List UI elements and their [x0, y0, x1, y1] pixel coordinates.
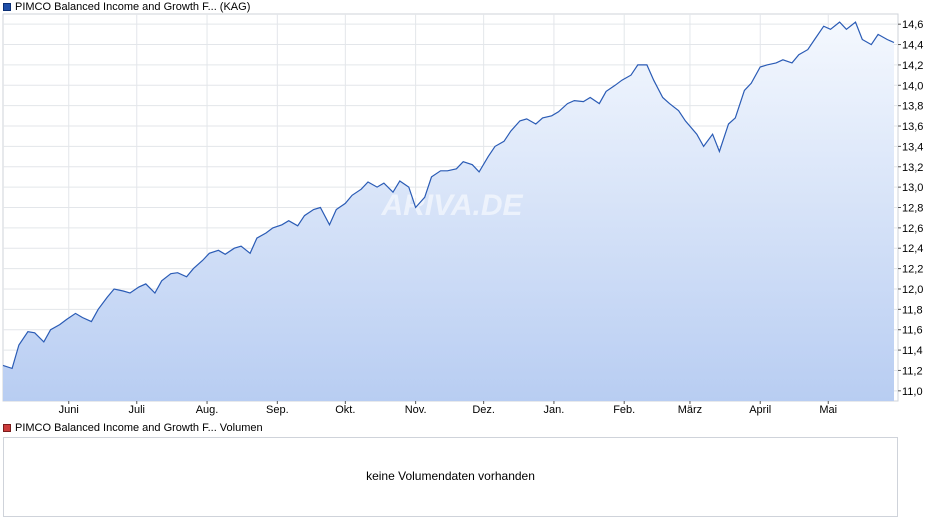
x-axis: Juni Juli Aug. Sep. Okt. Nov. Dez. Jan. Feb. März…: [59, 401, 837, 416]
y-tick-label: 11,2: [902, 365, 923, 377]
x-tick-label: Juni: [59, 404, 79, 416]
y-tick-label: 14,6: [902, 19, 923, 31]
y-tick-label: 14,2: [902, 60, 923, 72]
x-tick-label: Okt.: [335, 404, 355, 416]
volume-legend-swatch: [3, 424, 11, 432]
y-tick-label: 13,2: [902, 162, 923, 174]
volume-panel: keine Volumendaten vorhanden: [3, 437, 898, 517]
price-legend-label: PIMCO Balanced Income and Growth F... (K…: [15, 1, 251, 13]
x-tick-label: März: [678, 404, 702, 416]
y-axis: 11,0 11,2 11,4 11,6 11,8 12,0 12,2 12,4 12,6 12,8…: [898, 19, 923, 398]
y-tick-label: 13,4: [902, 141, 923, 153]
price-legend-swatch: [3, 3, 11, 11]
x-tick-label: Sep.: [266, 404, 289, 416]
y-tick-label: 14,0: [902, 80, 923, 92]
y-tick-label: 11,4: [902, 345, 923, 357]
price-area: [3, 22, 894, 401]
volume-legend-label: PIMCO Balanced Income and Growth F... Vo…: [15, 422, 263, 434]
x-tick-label: Juli: [129, 404, 146, 416]
x-tick-label: Feb.: [613, 404, 635, 416]
volume-empty-message: keine Volumendaten vorhanden: [366, 469, 535, 483]
volume-legend: PIMCO Balanced Income and Growth F... Vo…: [3, 421, 263, 435]
x-tick-label: Mai: [819, 404, 837, 416]
price-line: [2, 21, 895, 370]
y-tick-label: 13,8: [902, 101, 923, 113]
x-tick-label: Aug.: [196, 404, 219, 416]
price-legend: PIMCO Balanced Income and Growth F... (K…: [3, 0, 250, 14]
y-tick-label: 11,6: [902, 325, 923, 337]
y-tick-label: 11,0: [902, 386, 923, 398]
watermark: ARIVA.DE: [380, 189, 523, 222]
x-tick-label: Nov.: [405, 404, 427, 416]
price-chart: ARIVA.DE 11,0 11,2 11,4 11,6 11,8 12,0 12,2 12,…: [2, 13, 923, 416]
x-tick-label: Dez.: [472, 404, 495, 416]
y-tick-label: 12,4: [902, 243, 923, 255]
y-tick-label: 13,0: [902, 182, 923, 194]
y-tick-label: 12,6: [902, 223, 923, 235]
y-tick-label: 11,8: [902, 304, 923, 316]
x-tick-label: April: [749, 404, 771, 416]
y-tick-label: 12,2: [902, 264, 923, 276]
y-tick-label: 12,8: [902, 203, 923, 215]
x-tick-label: Jan.: [544, 404, 565, 416]
y-tick-label: 14,4: [902, 40, 923, 52]
y-tick-label: 12,0: [902, 284, 923, 296]
y-tick-label: 13,6: [902, 121, 923, 133]
